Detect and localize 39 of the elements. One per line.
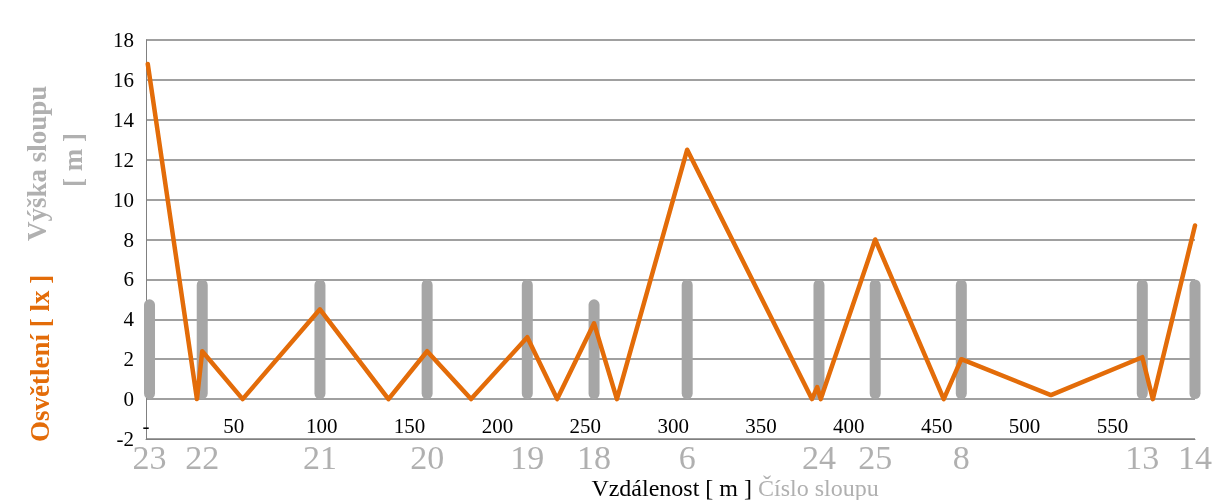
annotation: 8: [952, 438, 970, 476]
annotation: 21: [302, 438, 337, 476]
y-tick-label: 14: [113, 107, 135, 132]
x-tick-label: -: [142, 413, 150, 438]
annotation: 13: [1125, 438, 1160, 476]
y-tick-label: 18: [113, 28, 134, 52]
annotation: 25: [858, 438, 893, 476]
x-axis-title: Vzdálenost [ m ]: [591, 475, 752, 500]
x-tick-label: 350: [745, 413, 777, 438]
annotation: 23: [132, 438, 167, 476]
x-tick-label: 450: [920, 413, 953, 438]
annotation: 14: [1178, 438, 1212, 476]
annotation: 20: [410, 438, 445, 476]
y-tick-label: 8: [123, 227, 134, 252]
annotation: 18: [577, 438, 612, 476]
y-tick-label: -2: [116, 427, 134, 451]
line-series: [145, 61, 1198, 402]
x-tick-label: 550: [1096, 413, 1129, 438]
y-tick-label: 2: [123, 347, 134, 372]
y-tick-label: 12: [113, 147, 134, 172]
x-tick-label: 300: [657, 413, 689, 438]
x-tick-label: 150: [393, 413, 426, 438]
y-axis-title: Osvětlení [ lx ]: [25, 274, 55, 442]
annotation: 19: [510, 438, 545, 476]
x-tick-label: 500: [1008, 413, 1041, 438]
y-tick-label: 10: [113, 187, 134, 212]
x-tick-label: 400: [833, 413, 865, 438]
annotation: 6: [678, 438, 696, 476]
annotation: 22: [185, 438, 220, 476]
y-tick-label: 6: [123, 267, 134, 292]
x-tick-label: 50: [223, 413, 245, 438]
x-tick-label: 100: [305, 413, 338, 438]
x-tick-label: 250: [569, 413, 602, 438]
x-tick-label: 200: [481, 413, 514, 438]
annotation: 24: [801, 438, 836, 476]
y-tick-label: 16: [113, 67, 134, 92]
text: Výška sloupu [ m ]: [22, 78, 88, 242]
y-tick-label: 0: [123, 387, 134, 412]
y-tick-label: 4: [123, 307, 135, 332]
